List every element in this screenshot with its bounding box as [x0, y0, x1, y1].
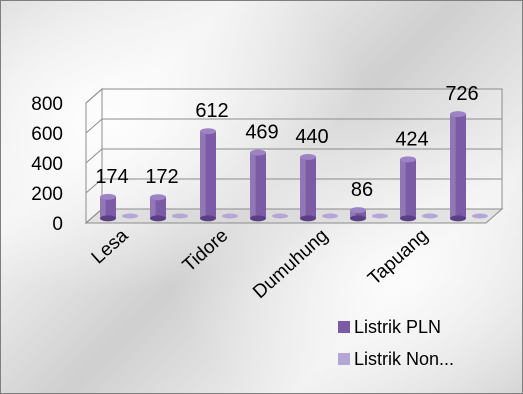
bar-listrik-non	[472, 213, 488, 219]
data-label: 440	[295, 126, 328, 148]
bar-listrik-pln	[350, 207, 366, 222]
y-tick-label: 800	[31, 94, 63, 115]
data-labels: 174 172 612 469 440 86 424 726	[95, 83, 478, 201]
bar-listrik-pln	[450, 111, 466, 222]
bar-listrik-non	[422, 213, 438, 219]
bar-listrik-pln	[250, 149, 266, 222]
gridline	[85, 118, 502, 134]
bar-listrik-non	[222, 213, 238, 219]
data-label: 86	[351, 179, 373, 201]
gridline	[85, 178, 502, 194]
y-axis-ticks: 0 200 400 600 800	[31, 94, 63, 235]
x-category-label: Dumuhung	[249, 225, 332, 303]
bar-listrik-non	[122, 213, 138, 219]
bar-listrik-pln	[100, 193, 116, 222]
legend-label: Listrik Non...	[354, 349, 454, 369]
gridline	[85, 148, 502, 164]
legend-label: Listrik PLN	[354, 317, 441, 337]
bar-listrik-pln	[150, 194, 166, 222]
floor	[84, 208, 504, 224]
gridline	[85, 88, 502, 104]
bar-listrik-pln	[300, 154, 316, 222]
data-label: 172	[145, 166, 178, 188]
bar-listrik-pln	[400, 156, 416, 222]
x-axis-categories: Lesa Tidore Dumuhung Tapuang	[88, 225, 433, 303]
legend: Listrik PLN Listrik Non...	[338, 317, 454, 369]
bar-listrik-non	[172, 213, 188, 219]
y-tick-label: 600	[31, 124, 63, 145]
y-tick-label: 0	[52, 214, 63, 235]
x-category-label: Tidore	[179, 225, 233, 276]
legend-swatch	[338, 321, 350, 333]
bar-listrik-non	[272, 213, 288, 219]
chart-walls	[84, 87, 504, 225]
bar-listrik-non	[322, 213, 338, 219]
y-tick-label: 400	[31, 154, 63, 175]
bar-listrik-non	[372, 213, 388, 219]
data-label: 612	[195, 100, 228, 122]
data-label: 424	[395, 128, 428, 150]
legend-swatch	[338, 353, 350, 365]
y-tick-label: 200	[31, 184, 63, 205]
data-label: 726	[445, 83, 478, 105]
bar-listrik-pln	[200, 128, 216, 222]
bars	[100, 111, 488, 222]
data-label: 174	[95, 166, 128, 188]
x-category-label: Lesa	[88, 225, 133, 268]
x-category-label: Tapuang	[364, 225, 432, 289]
data-label: 469	[245, 122, 278, 144]
